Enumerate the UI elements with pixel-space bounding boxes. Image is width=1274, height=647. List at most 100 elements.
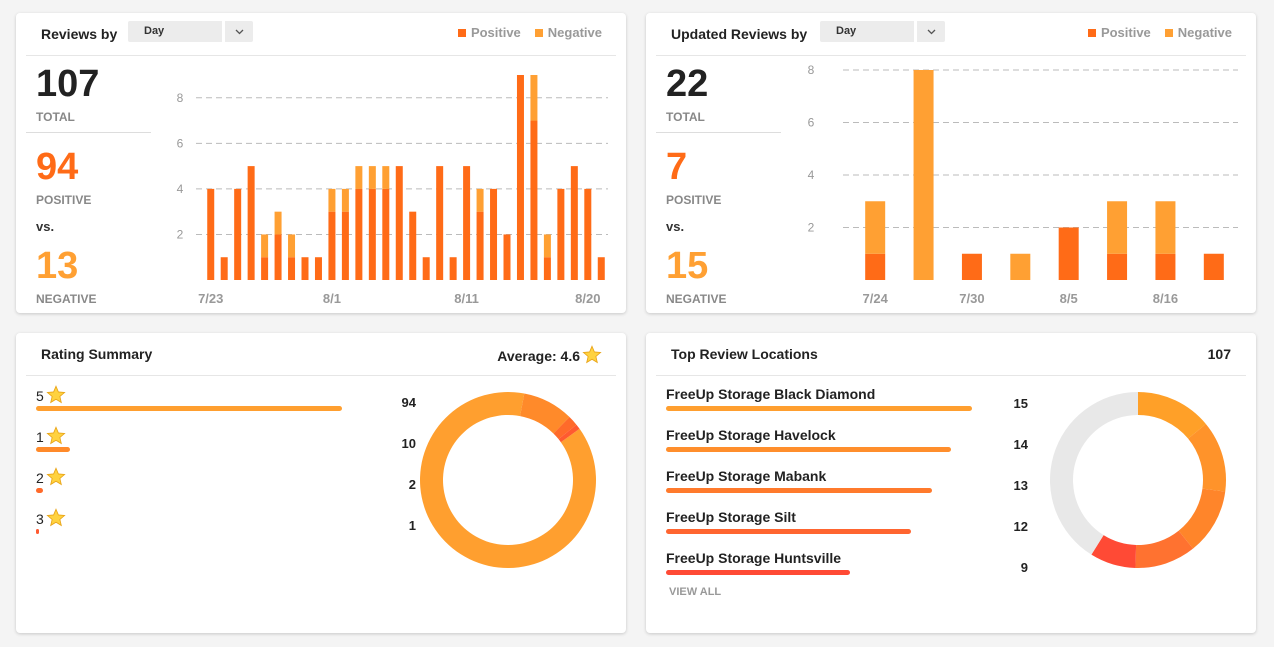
location-name[interactable]: FreeUp Storage Mabank xyxy=(666,468,827,484)
updated-period-dropdown[interactable]: Day xyxy=(820,21,945,42)
bar-positive[interactable] xyxy=(463,166,471,280)
bar-positive[interactable] xyxy=(436,166,444,280)
location-name[interactable]: FreeUp Storage Black Diamond xyxy=(666,386,876,402)
bar-negative[interactable] xyxy=(543,234,551,258)
stat-divider xyxy=(26,132,151,133)
rating-count: 1 xyxy=(408,518,416,533)
rating-donut-chart xyxy=(420,392,596,568)
bar-positive[interactable] xyxy=(1203,253,1224,280)
bar-positive[interactable] xyxy=(543,257,551,280)
donut-segment[interactable] xyxy=(553,417,577,440)
bar-negative[interactable] xyxy=(341,188,349,212)
location-row[interactable]: FreeUp Storage Huntsville 9 xyxy=(666,550,1028,580)
bar-positive[interactable] xyxy=(422,257,430,280)
bar-negative[interactable] xyxy=(328,188,336,212)
bar-negative[interactable] xyxy=(476,188,484,212)
donut-segment[interactable] xyxy=(1050,392,1138,555)
bar-positive[interactable] xyxy=(274,234,282,280)
donut-segment[interactable] xyxy=(1188,423,1226,492)
vs-label: vs. xyxy=(36,219,55,234)
bar-negative[interactable] xyxy=(1010,253,1031,280)
bar-positive[interactable] xyxy=(234,188,242,280)
header-divider xyxy=(26,55,616,56)
bar-negative[interactable] xyxy=(530,75,538,121)
donut-segment[interactable] xyxy=(1091,535,1137,568)
bar-positive[interactable] xyxy=(368,188,376,280)
location-name[interactable]: FreeUp Storage Huntsville xyxy=(666,550,842,566)
bar-positive[interactable] xyxy=(865,253,886,280)
bar-positive[interactable] xyxy=(288,257,296,280)
bar-positive[interactable] xyxy=(409,211,417,280)
y-tick-label: 2 xyxy=(808,221,815,235)
bar-negative[interactable] xyxy=(274,211,282,235)
y-tick-label: 4 xyxy=(808,168,815,182)
dropdown-value[interactable]: Day xyxy=(128,21,222,42)
location-name[interactable]: FreeUp Storage Havelock xyxy=(666,427,836,443)
donut-segment[interactable] xyxy=(1178,488,1226,549)
bar-negative[interactable] xyxy=(1107,201,1128,254)
bar-positive[interactable] xyxy=(207,188,215,280)
bar-positive[interactable] xyxy=(503,234,511,280)
bar-positive[interactable] xyxy=(382,188,390,280)
y-tick-label: 8 xyxy=(808,63,815,77)
bar-positive[interactable] xyxy=(530,120,538,280)
bar-positive[interactable] xyxy=(597,257,605,280)
rating-bar xyxy=(36,447,70,452)
bar-negative[interactable] xyxy=(261,234,269,258)
bar-negative[interactable] xyxy=(865,201,886,254)
bar-positive[interactable] xyxy=(516,75,524,280)
reviews-bar-chart: 2 4 6 8 7/23 8/1 8/11 8/20 xyxy=(177,75,608,306)
header-divider xyxy=(26,375,616,376)
chevron-down-icon[interactable] xyxy=(917,21,945,42)
donut-segment[interactable] xyxy=(520,393,570,434)
bar-negative[interactable] xyxy=(382,166,390,189)
legend-negative: Negative xyxy=(1164,25,1232,40)
reviews-card-title: Reviews by xyxy=(41,26,118,42)
location-bar xyxy=(666,488,933,493)
chevron-down-icon[interactable] xyxy=(225,21,253,42)
view-all-link[interactable]: VIEW ALL xyxy=(669,586,722,598)
location-row[interactable]: FreeUp Storage Mabank 13 xyxy=(666,468,1028,498)
bar-positive[interactable] xyxy=(570,166,578,280)
bar-positive[interactable] xyxy=(449,257,457,280)
location-count: 15 xyxy=(1013,396,1028,411)
location-row[interactable]: FreeUp Storage Black Diamond 15 xyxy=(666,386,1028,416)
bar-positive[interactable] xyxy=(341,211,349,280)
reviews-period-dropdown[interactable]: Day xyxy=(128,21,253,42)
top-locations-card: Top Review Locations 107 FreeUp Storage … xyxy=(646,333,1256,633)
bar-positive[interactable] xyxy=(247,166,255,280)
donut-segment[interactable] xyxy=(1138,392,1206,439)
bar-negative[interactable] xyxy=(288,234,296,258)
bar-positive[interactable] xyxy=(476,211,484,280)
bar-positive[interactable] xyxy=(961,253,982,280)
bar-positive[interactable] xyxy=(261,257,269,280)
bar-positive[interactable] xyxy=(1155,253,1176,280)
locations-donut-chart xyxy=(1050,392,1226,568)
bar-negative[interactable] xyxy=(913,70,934,280)
rating-value: 3 xyxy=(36,511,44,527)
bar-positive[interactable] xyxy=(314,257,322,280)
bar-positive[interactable] xyxy=(328,211,336,280)
donut-segment[interactable] xyxy=(558,424,580,443)
location-count: 12 xyxy=(1013,519,1028,534)
bar-negative[interactable] xyxy=(368,166,376,189)
rating-value: 2 xyxy=(36,470,44,486)
location-row[interactable]: FreeUp Storage Havelock 14 xyxy=(666,427,1028,457)
bar-positive[interactable] xyxy=(301,257,309,280)
bar-positive[interactable] xyxy=(395,166,403,280)
location-row[interactable]: FreeUp Storage Silt 12 xyxy=(666,509,1028,539)
bar-positive[interactable] xyxy=(355,188,363,280)
bar-positive[interactable] xyxy=(1058,227,1079,281)
bar-positive[interactable] xyxy=(220,257,228,280)
bar-positive[interactable] xyxy=(490,188,498,280)
bar-positive[interactable] xyxy=(557,188,565,280)
y-tick-label: 4 xyxy=(177,182,184,196)
dropdown-value[interactable]: Day xyxy=(820,21,914,42)
location-name[interactable]: FreeUp Storage Silt xyxy=(666,509,796,525)
bar-positive[interactable] xyxy=(584,188,592,280)
bar-positive[interactable] xyxy=(1107,253,1128,280)
bar-negative[interactable] xyxy=(355,166,363,189)
bar-negative[interactable] xyxy=(1155,201,1176,254)
donut-segment[interactable] xyxy=(1135,530,1194,568)
